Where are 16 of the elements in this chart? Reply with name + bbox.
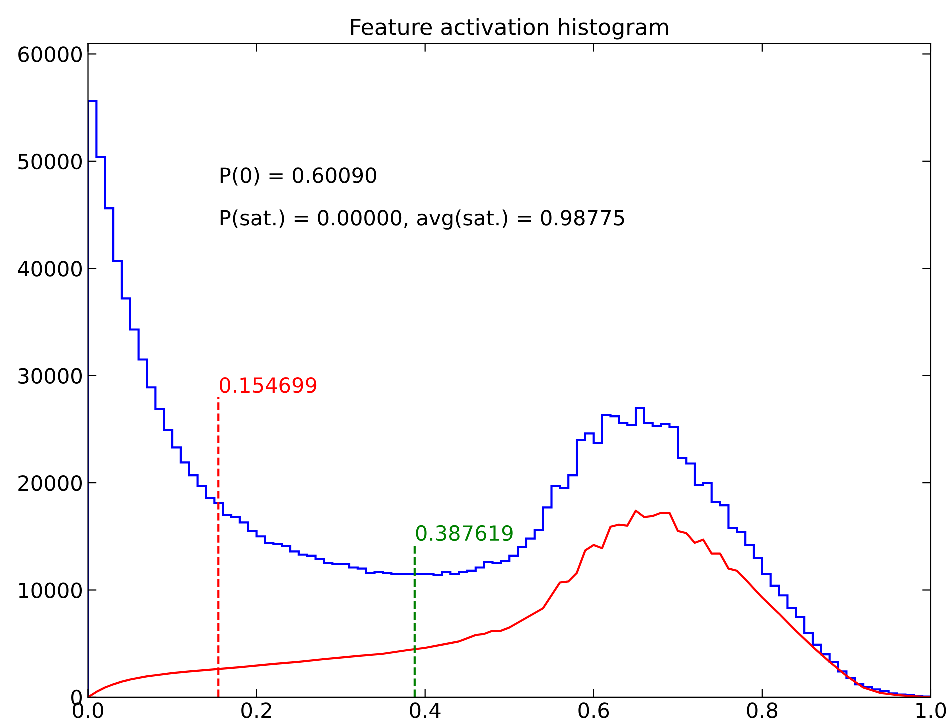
chart-title: Feature activation histogram [351,18,668,40]
annotation: 0.387619 [416,525,513,542]
x-tick-label: 0.4 [410,702,441,718]
annotation: 0.154699 [220,377,317,394]
x-tick-label: 0.6 [578,702,610,718]
y-tick-label: 30000 [18,368,82,384]
x-tick-label: 1.0 [916,702,946,718]
annotation: P(0) = 0.60090 [220,167,376,186]
y-tick-label: 40000 [18,261,82,277]
x-tick-label: 0.2 [242,702,272,718]
x-tick-label: 0.8 [747,702,778,718]
y-tick-label: 60000 [18,46,82,62]
annotation: P(sat.) = 0.00000, avg(sat.) = 0.98775 [220,210,624,230]
y-tick-label: 50000 [18,154,82,170]
y-tick-label: 10000 [19,582,82,598]
y-tick-label: 20000 [18,475,82,492]
